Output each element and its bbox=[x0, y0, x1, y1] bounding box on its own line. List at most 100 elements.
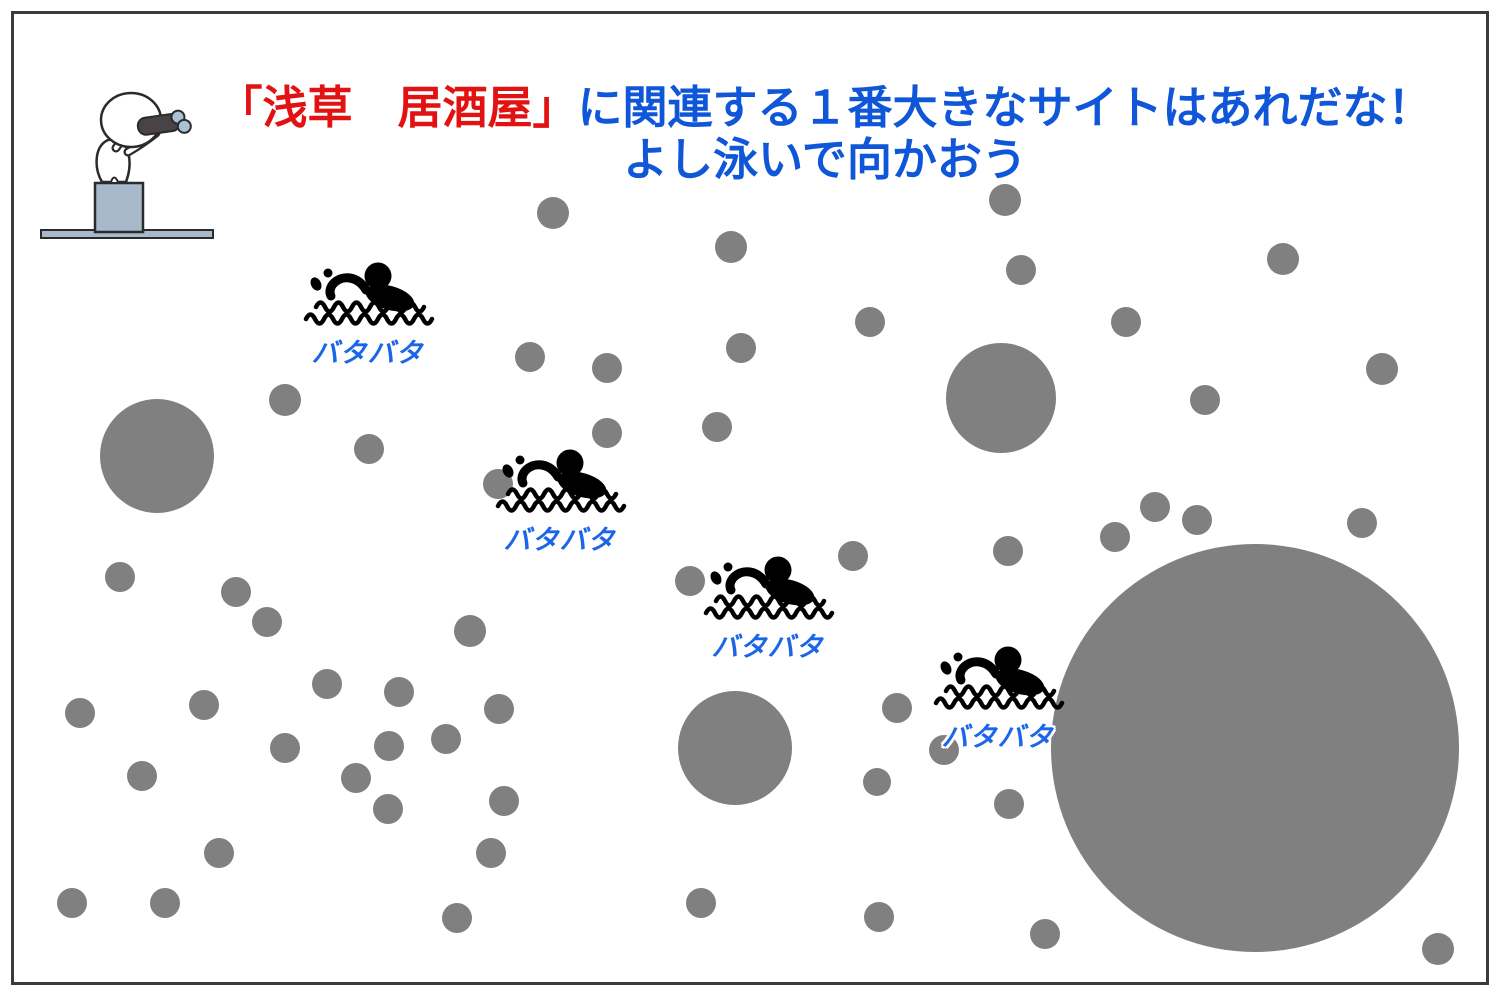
swimmer-4: バタバタ bbox=[930, 642, 1065, 754]
title-line-2: よし泳いで向かおう bbox=[623, 134, 1027, 186]
wave-line bbox=[703, 606, 835, 620]
site-circle bbox=[863, 768, 891, 796]
site-circle bbox=[1006, 255, 1036, 285]
swimmer-label: バタバタ bbox=[311, 338, 424, 368]
site-circle bbox=[1366, 353, 1398, 385]
site-circle bbox=[454, 615, 486, 647]
wave-line bbox=[303, 312, 435, 326]
swimmer-in-waves-icon bbox=[495, 449, 627, 513]
site-circle bbox=[1100, 522, 1130, 552]
wave-line bbox=[313, 300, 427, 314]
site-circle bbox=[189, 690, 219, 720]
site-circle bbox=[1190, 385, 1220, 415]
wave-line bbox=[943, 684, 1057, 698]
swimmer-in-waves-icon bbox=[303, 262, 435, 326]
title-keyword: 「浅草 居酒屋」 bbox=[217, 82, 578, 133]
splash-droplet bbox=[323, 268, 333, 278]
site-circle bbox=[994, 789, 1024, 819]
site-circle bbox=[1182, 505, 1212, 535]
swimmer-head bbox=[364, 262, 392, 290]
swimmer-arm bbox=[955, 657, 1001, 685]
site-circle bbox=[702, 412, 732, 442]
swimmer-arm bbox=[517, 460, 563, 488]
observation-platform bbox=[93, 181, 145, 234]
site-circle bbox=[726, 333, 756, 363]
wave-line bbox=[713, 594, 827, 608]
site-circle bbox=[476, 838, 506, 868]
title-text: に関連する１番大きなサイトはあれだな！ bbox=[577, 82, 1433, 133]
site-circle bbox=[270, 733, 300, 763]
swimmer-2: バタバタ bbox=[492, 445, 627, 557]
site-circle bbox=[484, 694, 514, 724]
swimmer-1: バタバタ bbox=[300, 258, 435, 370]
site-circle bbox=[374, 731, 404, 761]
largest-site-circle bbox=[1051, 544, 1459, 952]
site-circle bbox=[855, 307, 885, 337]
wave-line bbox=[495, 499, 627, 513]
site-circle bbox=[1140, 492, 1170, 522]
site-circle bbox=[431, 724, 461, 754]
canvas-frame bbox=[11, 11, 1489, 985]
site-circle bbox=[221, 577, 251, 607]
splash-droplet bbox=[502, 464, 514, 478]
swimmer-label: バタバタ bbox=[941, 722, 1054, 752]
site-circle bbox=[929, 735, 959, 765]
site-circle bbox=[515, 342, 545, 372]
site-circle bbox=[993, 536, 1023, 566]
swimmer-head bbox=[556, 449, 584, 477]
site-circle bbox=[57, 888, 87, 918]
title-line-1: 「浅草 居酒屋」に関連する１番大きなサイトはあれだな！ bbox=[150, 82, 1500, 134]
site-circle bbox=[715, 231, 747, 263]
site-circle bbox=[354, 434, 384, 464]
site-circle bbox=[373, 794, 403, 824]
site-circle bbox=[686, 888, 716, 918]
site-circle bbox=[341, 763, 371, 793]
site-circle bbox=[150, 888, 180, 918]
site-circle bbox=[592, 353, 622, 383]
site-circle bbox=[1422, 933, 1454, 965]
site-circle bbox=[384, 677, 414, 707]
site-circle bbox=[65, 698, 95, 728]
site-circle bbox=[252, 607, 282, 637]
site-circle bbox=[946, 343, 1056, 453]
site-circle bbox=[489, 786, 519, 816]
splash-droplet bbox=[953, 652, 963, 662]
site-circle bbox=[537, 197, 569, 229]
swimmer-in-waves-icon bbox=[933, 646, 1065, 710]
swimmer-arm bbox=[725, 567, 771, 595]
swimmer-arm bbox=[325, 273, 371, 301]
site-circle bbox=[678, 691, 792, 805]
splash-droplet bbox=[310, 277, 322, 291]
site-circle bbox=[204, 838, 234, 868]
wave-line bbox=[933, 696, 1065, 710]
site-circle bbox=[1267, 243, 1299, 275]
site-circle bbox=[838, 541, 868, 571]
site-circle bbox=[989, 184, 1021, 216]
page-title: 「浅草 居酒屋」に関連する１番大きなサイトはあれだな！ よし泳いで向かおう bbox=[150, 82, 1500, 186]
swimmer-head bbox=[994, 646, 1022, 674]
site-circle bbox=[442, 903, 472, 933]
site-circle bbox=[1030, 919, 1060, 949]
site-circle bbox=[105, 562, 135, 592]
wave-line bbox=[505, 487, 619, 501]
site-circle bbox=[269, 384, 301, 416]
site-circle bbox=[100, 399, 214, 513]
swimmer-in-waves-icon bbox=[703, 556, 835, 620]
splash-droplet bbox=[515, 455, 525, 465]
binoculars-icon bbox=[136, 109, 192, 136]
site-circle bbox=[1347, 508, 1377, 538]
swimmer-head bbox=[764, 556, 792, 584]
site-circle bbox=[127, 761, 157, 791]
splash-droplet bbox=[723, 562, 733, 572]
site-circle bbox=[864, 902, 894, 932]
site-circle bbox=[675, 566, 705, 596]
site-circle bbox=[312, 669, 342, 699]
site-circle bbox=[1111, 307, 1141, 337]
splash-droplet bbox=[710, 571, 722, 585]
swimmer-label: バタバタ bbox=[711, 632, 824, 662]
splash-droplet bbox=[940, 661, 952, 675]
observer-character bbox=[40, 91, 214, 239]
swimmer-label: バタバタ bbox=[503, 525, 616, 555]
swimmer-3: バタバタ bbox=[700, 552, 835, 664]
